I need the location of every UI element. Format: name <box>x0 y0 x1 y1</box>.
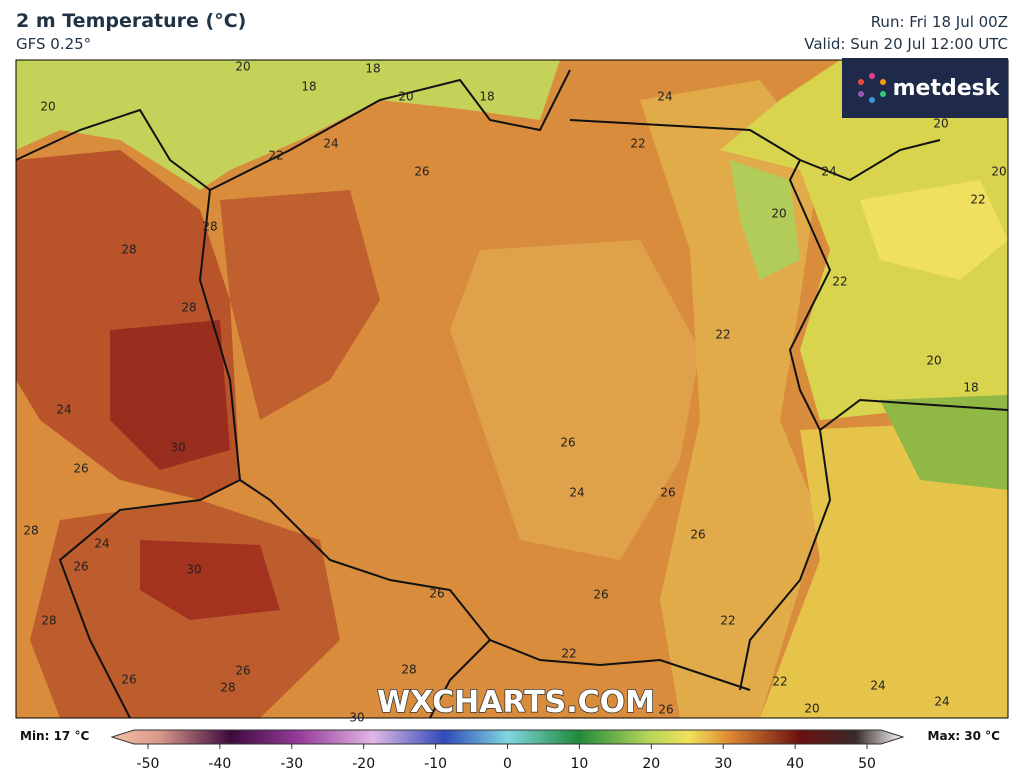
contour-label: 26 <box>73 462 88 476</box>
contour-label: 26 <box>414 165 429 179</box>
colorbar <box>110 729 905 745</box>
contour-label: 28 <box>121 243 136 257</box>
colorbar-tick-label: -10 <box>424 756 447 772</box>
contour-label: 30 <box>349 711 364 725</box>
colorbar-tick-label: 0 <box>503 756 512 772</box>
title: 2 m Temperature (°C) <box>16 10 247 32</box>
legend-min: Min: 17 °C <box>20 729 89 743</box>
colorbar-tick-label: -50 <box>137 756 160 772</box>
contour-label: 20 <box>926 354 941 368</box>
colorbar-tick-label: -40 <box>208 756 231 772</box>
colorbar-tick-label: 30 <box>714 756 732 772</box>
contour-label: 28 <box>41 614 56 628</box>
contour-label: 20 <box>771 207 786 221</box>
contour-label: 22 <box>720 614 735 628</box>
contour-label: 22 <box>970 193 985 207</box>
contour-label: 22 <box>715 328 730 342</box>
contour-label: 26 <box>593 588 608 602</box>
contour-label: 26 <box>73 560 88 574</box>
contour-label: 18 <box>365 62 380 76</box>
contour-label: 24 <box>94 537 109 551</box>
contour-label: 26 <box>235 664 250 678</box>
contour-label: 26 <box>560 436 575 450</box>
map-frame <box>15 59 1009 719</box>
colorbar-tick-label: 40 <box>786 756 804 772</box>
contour-label: 20 <box>804 702 819 716</box>
contour-label: 22 <box>630 137 645 151</box>
contour-label: 26 <box>121 673 136 687</box>
contour-label: 30 <box>186 563 201 577</box>
contour-label: 24 <box>56 403 71 417</box>
watermark: WXCHARTS.COM <box>377 685 655 720</box>
logo-icon <box>858 73 886 103</box>
contour-label: 24 <box>569 486 584 500</box>
logo-box <box>842 58 1008 118</box>
run-time: Run: Fri 18 Jul 00Z <box>870 13 1008 31</box>
colorbar-tick-label: -30 <box>280 756 303 772</box>
subtitle: GFS 0.25° <box>16 35 92 53</box>
contour-label: 26 <box>660 486 675 500</box>
valid-time: Valid: Sun 20 Jul 12:00 UTC <box>804 35 1008 53</box>
map-field <box>16 60 1008 718</box>
borders <box>16 69 1008 718</box>
contour-label: 18 <box>479 90 494 104</box>
colorbar-tick-label: -20 <box>352 756 375 772</box>
contour-label: 26 <box>658 703 673 717</box>
contour-label: 22 <box>832 275 847 289</box>
colorbar-tick-label: 20 <box>642 756 660 772</box>
logo: metdesk <box>893 76 1001 101</box>
contour-label: 26 <box>690 528 705 542</box>
contour-label: 22 <box>561 647 576 661</box>
contour-label: 20 <box>235 60 250 74</box>
contour-label: 18 <box>963 381 978 395</box>
contour-label: 18 <box>301 80 316 94</box>
colorbar-tick-label: 50 <box>858 756 876 772</box>
contour-label: 28 <box>220 681 235 695</box>
legend-max: Max: 30 °C <box>928 729 1001 743</box>
contour-label: 24 <box>821 165 836 179</box>
colorbar-tick-label: 10 <box>570 756 588 772</box>
contour-label: 22 <box>268 149 283 163</box>
contour-label: 28 <box>23 524 38 538</box>
contour-label: 24 <box>657 90 672 104</box>
contour-label: 24 <box>934 695 949 709</box>
contour-label: 24 <box>870 679 885 693</box>
contour-label: 24 <box>323 137 338 151</box>
contour-label: 28 <box>202 220 217 234</box>
contour-label: 20 <box>991 165 1006 179</box>
contour-label: 26 <box>429 587 444 601</box>
contour-label: 28 <box>181 301 196 315</box>
contour-label: 20 <box>933 117 948 131</box>
contour-label: 30 <box>170 441 185 455</box>
contour-label: 28 <box>401 663 416 677</box>
contour-label: 22 <box>772 675 787 689</box>
contour-label: 20 <box>40 100 55 114</box>
contour-label: 20 <box>398 90 413 104</box>
